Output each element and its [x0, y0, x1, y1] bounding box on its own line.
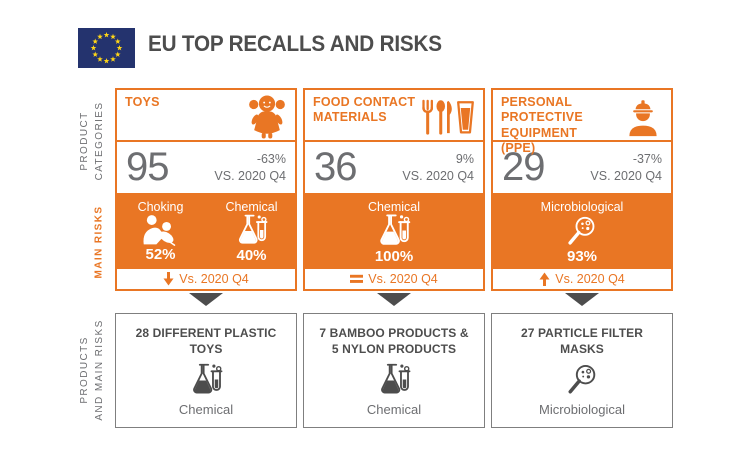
- category-header: FOOD CONTACT MATERIALS: [305, 90, 483, 142]
- choking-icon: [140, 214, 182, 246]
- main-risks-panel: Microbiological 93%: [491, 195, 673, 267]
- risk-name: Choking: [137, 200, 184, 214]
- risk-microbiological: Microbiological 93%: [491, 195, 673, 267]
- products-risk-label: Microbiological: [539, 402, 625, 417]
- trend-strip: Vs. 2020 Q4: [491, 267, 673, 291]
- column-ppe: PERSONAL PROTECTIVE EQUIPMENT (PPE) 2: [491, 88, 673, 428]
- microbe-magnifier-icon: [565, 214, 599, 248]
- change-vs-label: VS. 2020 Q4: [214, 168, 286, 183]
- category-title: FOOD CONTACT MATERIALS: [313, 95, 416, 125]
- risk-choking: Choking 52%: [115, 195, 206, 267]
- change-vs-label: VS. 2020 Q4: [402, 168, 474, 183]
- change-vs-previous: 9% VS. 2020 Q4: [402, 151, 474, 184]
- risk-percentage: 40%: [236, 247, 267, 264]
- main-risks-panel: Choking 52% Chemical: [115, 195, 297, 267]
- rail-label-main-risks: MAIN RISKS: [93, 205, 105, 279]
- triangle-down-icon: [377, 293, 411, 306]
- category-title: PERSONAL PROTECTIVE EQUIPMENT (PPE): [501, 95, 583, 155]
- rail-label-products-and-main-risks: PRODUCTS AND MAIN RISKS: [79, 319, 105, 421]
- products-risk-label: Chemical: [178, 402, 234, 417]
- change-value: -63%: [256, 152, 286, 167]
- risk-name: Chemical: [225, 200, 278, 214]
- equals-icon: [350, 274, 364, 283]
- column-toys: TOYS: [115, 88, 297, 428]
- chemical-flask-icon: [375, 214, 413, 248]
- products-title: 7 BAMBOO PRODUCTS & 5 NYLON PRODUCTS: [319, 326, 469, 356]
- triangle-down-icon: [189, 293, 223, 306]
- chemical-flask-icon: [376, 363, 413, 397]
- risk-name: Chemical: [367, 200, 421, 214]
- trend-strip: Vs. 2020 Q4: [303, 267, 485, 291]
- risk-chemical: Chemical 100%: [303, 195, 485, 267]
- recall-count: 36: [314, 145, 357, 189]
- chemical-flask-icon: [234, 214, 270, 247]
- chemical-flask-icon: [188, 363, 225, 397]
- risk-percentage: 52%: [145, 246, 176, 263]
- category-count-row: 95 -63% VS. 2020 Q4: [117, 142, 295, 193]
- category-box: FOOD CONTACT MATERIALS: [303, 88, 485, 195]
- recall-count: 95: [126, 145, 169, 189]
- main-risks-panel: Chemical 100%: [303, 195, 485, 267]
- risk-chemical: Chemical 40%: [206, 195, 297, 267]
- page-title: EU TOP RECALLS AND RISKS: [148, 31, 442, 56]
- products-risk-label: Chemical: [366, 402, 422, 417]
- cutlery-and-cup-icon: [417, 99, 477, 135]
- column-food-contact-materials: FOOD CONTACT MATERIALS: [303, 88, 485, 428]
- microbe-magnifier-icon: [565, 362, 600, 397]
- products-title: 28 DIFFERENT PLASTIC TOYS: [135, 326, 277, 356]
- recall-count: 29: [502, 145, 545, 189]
- products-box: 28 DIFFERENT PLASTIC TOYS Chemical: [115, 313, 297, 428]
- change-vs-previous: -37% VS. 2020 Q4: [590, 151, 662, 184]
- products-title: 27 PARTICLE FILTER MASKS: [520, 326, 644, 356]
- risk-percentage: 93%: [566, 248, 598, 265]
- category-header: TOYS: [117, 90, 295, 142]
- trend-label: Vs. 2020 Q4: [179, 272, 249, 286]
- doll-icon: [245, 93, 289, 139]
- trend-label: Vs. 2020 Q4: [368, 272, 438, 286]
- trend-label: Vs. 2020 Q4: [555, 272, 625, 286]
- eu-flag-icon: [78, 28, 135, 68]
- products-box: 7 BAMBOO PRODUCTS & 5 NYLON PRODUCTS Che…: [303, 313, 485, 428]
- change-vs-label: VS. 2020 Q4: [590, 168, 662, 183]
- risk-percentage: 100%: [374, 248, 414, 265]
- products-box: 27 PARTICLE FILTER MASKS Microbiological: [491, 313, 673, 428]
- change-vs-previous: -63% VS. 2020 Q4: [214, 151, 286, 184]
- category-title: TOYS: [125, 95, 160, 109]
- category-box: PERSONAL PROTECTIVE EQUIPMENT (PPE) 2: [491, 88, 673, 195]
- category-box: TOYS: [115, 88, 297, 195]
- category-count-row: 36 9% VS. 2020 Q4: [305, 142, 483, 193]
- risk-name: Microbiological: [540, 200, 624, 214]
- trend-strip: Vs. 2020 Q4: [115, 267, 297, 291]
- category-count-row: 29 -37% VS. 2020 Q4: [493, 142, 671, 193]
- change-value: -37%: [632, 152, 662, 167]
- arrow-down-icon: [163, 272, 174, 286]
- triangle-down-icon: [565, 293, 599, 306]
- change-value: 9%: [455, 152, 474, 167]
- category-header: PERSONAL PROTECTIVE EQUIPMENT (PPE): [493, 90, 671, 155]
- construction-worker-icon: [623, 96, 663, 138]
- arrow-up-icon: [539, 272, 550, 286]
- rail-label-product-categories: PRODUCT CATEGORIES: [79, 101, 105, 181]
